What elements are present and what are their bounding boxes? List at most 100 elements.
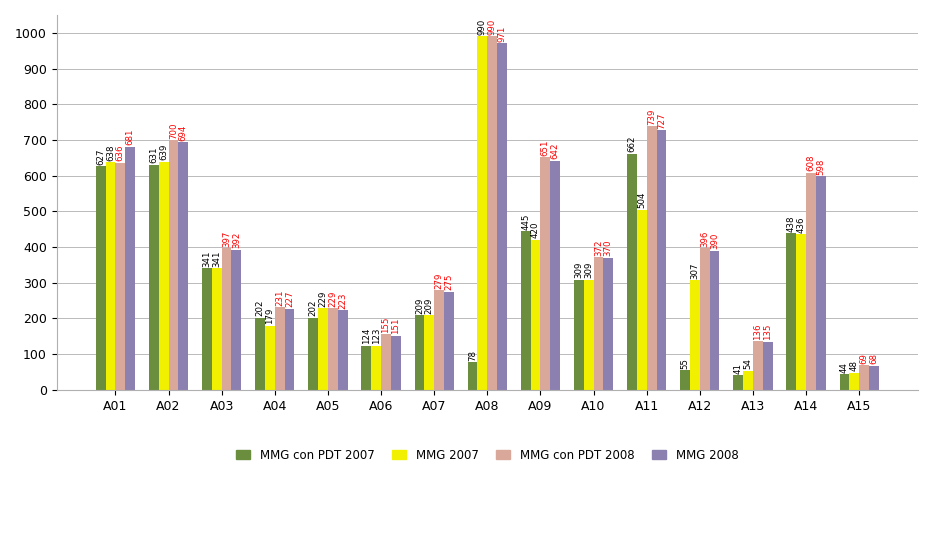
Bar: [849, 373, 859, 390]
Bar: [125, 147, 135, 390]
Bar: [149, 164, 159, 390]
Text: 370: 370: [604, 240, 613, 256]
Bar: [647, 126, 657, 390]
Text: 436: 436: [797, 216, 806, 233]
Text: 229: 229: [318, 290, 327, 307]
Text: 639: 639: [160, 144, 168, 161]
Bar: [381, 335, 391, 390]
Bar: [657, 130, 666, 390]
Bar: [96, 166, 105, 390]
Text: 727: 727: [657, 112, 666, 129]
Bar: [806, 173, 815, 390]
Bar: [275, 307, 285, 390]
Text: 636: 636: [116, 145, 125, 162]
Bar: [584, 280, 593, 390]
Bar: [202, 268, 212, 390]
Text: 445: 445: [522, 213, 530, 229]
Text: 136: 136: [753, 323, 762, 340]
Text: 209: 209: [415, 298, 424, 314]
Bar: [700, 248, 710, 390]
Text: 739: 739: [648, 108, 656, 124]
Bar: [531, 240, 540, 390]
Text: 123: 123: [371, 328, 381, 345]
Bar: [497, 43, 507, 390]
Text: 700: 700: [169, 122, 178, 139]
Bar: [593, 257, 604, 390]
Text: 55: 55: [680, 358, 689, 369]
Text: 135: 135: [763, 324, 773, 340]
Text: 341: 341: [202, 250, 212, 266]
Bar: [318, 308, 327, 390]
Text: 642: 642: [550, 143, 560, 159]
Text: 990: 990: [478, 19, 487, 35]
Text: 307: 307: [690, 262, 700, 279]
Bar: [540, 157, 550, 390]
Text: 202: 202: [309, 300, 317, 316]
Bar: [550, 161, 560, 390]
Text: 372: 372: [594, 239, 603, 256]
Bar: [414, 315, 425, 390]
Text: 68: 68: [870, 353, 879, 364]
Text: 179: 179: [265, 308, 274, 324]
Text: 309: 309: [584, 262, 593, 278]
Text: 78: 78: [468, 349, 477, 360]
Bar: [467, 362, 478, 390]
Bar: [787, 234, 796, 390]
Bar: [796, 234, 806, 390]
Text: 397: 397: [222, 230, 231, 247]
Bar: [434, 290, 444, 390]
Text: 971: 971: [497, 26, 507, 42]
Bar: [255, 318, 265, 390]
Bar: [169, 140, 178, 390]
Bar: [178, 142, 188, 390]
Text: 279: 279: [435, 272, 443, 289]
Text: 631: 631: [149, 147, 159, 163]
Text: 155: 155: [382, 317, 390, 333]
Bar: [840, 374, 849, 390]
Bar: [743, 371, 753, 390]
Text: 227: 227: [285, 291, 294, 307]
Bar: [763, 342, 773, 390]
Text: 390: 390: [710, 233, 719, 249]
Text: 438: 438: [787, 216, 796, 232]
Text: 662: 662: [627, 135, 636, 152]
Text: 44: 44: [840, 361, 849, 373]
Text: 392: 392: [232, 232, 241, 248]
Bar: [753, 341, 763, 390]
Text: 41: 41: [733, 363, 743, 374]
Bar: [361, 346, 371, 390]
Bar: [521, 231, 531, 390]
Bar: [212, 268, 222, 390]
Text: 990: 990: [488, 19, 496, 35]
Text: 638: 638: [106, 144, 115, 161]
Bar: [116, 163, 125, 390]
Legend: MMG con PDT 2007, MMG 2007, MMG con PDT 2008, MMG 2008: MMG con PDT 2007, MMG 2007, MMG con PDT …: [231, 444, 744, 466]
Text: 420: 420: [531, 222, 540, 239]
Bar: [391, 336, 400, 390]
Bar: [308, 318, 318, 390]
Bar: [338, 310, 348, 390]
Text: 309: 309: [575, 262, 583, 278]
Bar: [869, 365, 879, 390]
Bar: [285, 309, 295, 390]
Bar: [425, 315, 434, 390]
Text: 651: 651: [541, 139, 550, 156]
Text: 48: 48: [850, 360, 858, 371]
Text: 124: 124: [362, 328, 370, 344]
Text: 627: 627: [96, 148, 105, 164]
Text: 608: 608: [806, 155, 815, 171]
Bar: [627, 153, 637, 390]
Text: 681: 681: [126, 129, 134, 145]
Bar: [478, 37, 487, 390]
Text: 69: 69: [859, 353, 869, 364]
Bar: [710, 251, 719, 390]
Text: 694: 694: [179, 124, 188, 141]
Text: 275: 275: [444, 274, 453, 290]
Text: 151: 151: [391, 318, 400, 335]
Text: 396: 396: [701, 230, 709, 247]
Text: 341: 341: [212, 250, 221, 266]
Bar: [327, 308, 338, 390]
Bar: [159, 162, 169, 390]
Bar: [733, 375, 743, 390]
Bar: [680, 370, 690, 390]
